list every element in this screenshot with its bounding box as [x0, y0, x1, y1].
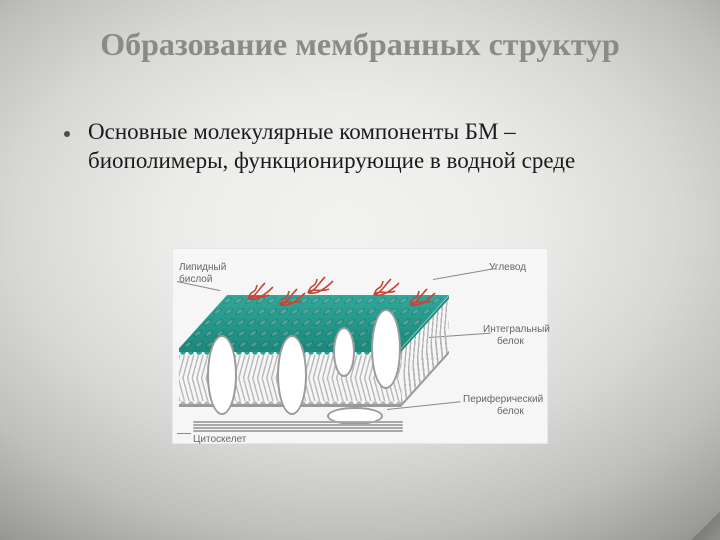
- slide: Образование мембранных структур Основные…: [0, 0, 720, 540]
- label-lipid-bilayer-1: Липидный: [179, 263, 226, 274]
- integral-protein: [277, 335, 307, 415]
- membrane-diagram: Липидный бислой Углевод Интегральный бел…: [172, 248, 548, 444]
- integral-protein: [333, 327, 355, 377]
- cytoskeleton-filament: [193, 424, 403, 426]
- leader-line: [177, 433, 191, 434]
- cytoskeleton-filament: [193, 430, 403, 432]
- bullet-text: Основные молекулярные компоненты БМ – би…: [88, 118, 658, 176]
- carbohydrate-icon: [371, 271, 403, 297]
- integral-protein: [371, 309, 401, 389]
- carbohydrate-icon: [245, 275, 277, 301]
- page-curl-icon: [692, 512, 720, 540]
- carbohydrate-icon: [407, 281, 439, 307]
- label-lipid-bilayer-2: бислой: [179, 275, 212, 286]
- carbohydrate-icon: [305, 269, 337, 295]
- label-peripheral-1: Периферический: [463, 395, 543, 406]
- bullet-marker: [64, 131, 70, 137]
- cytoskeleton-filament: [193, 421, 403, 423]
- label-peripheral-2: белок: [497, 407, 524, 418]
- cytoskeleton: [193, 421, 403, 439]
- bullet-item: Основные молекулярные компоненты БМ – би…: [64, 118, 658, 176]
- integral-protein: [207, 335, 237, 415]
- cytoskeleton-filament: [193, 427, 403, 429]
- leader-line: [433, 268, 496, 280]
- label-integral-1: Интегральный: [483, 325, 550, 336]
- slide-title: Образование мембранных структур: [0, 26, 720, 63]
- label-integral-2: белок: [497, 337, 524, 348]
